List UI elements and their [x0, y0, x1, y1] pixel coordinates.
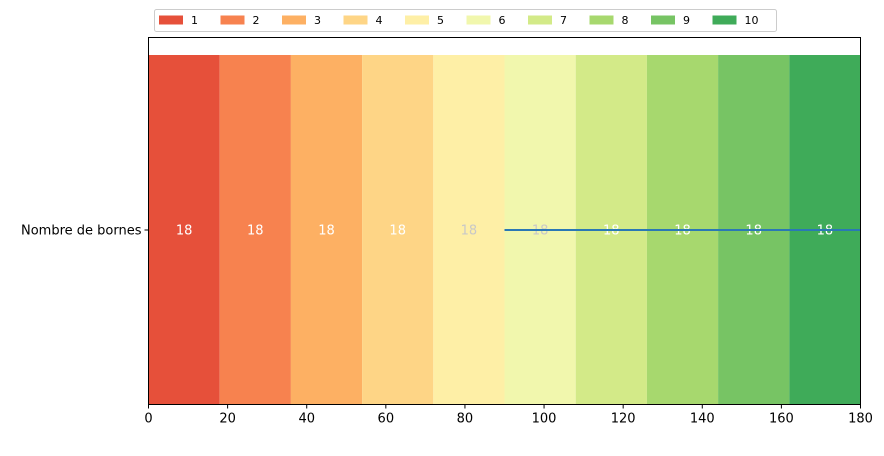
legend-label-6: 6	[499, 14, 506, 27]
legend-label-5: 5	[437, 14, 444, 27]
legend-label-3: 3	[314, 14, 321, 27]
legend-swatch-2	[220, 15, 245, 25]
data-label-4: 18	[389, 224, 406, 239]
bar-segment-4	[362, 55, 434, 404]
plot-frame	[148, 37, 861, 405]
legend: 1 2 3 4 5 6 7 8 9 10	[154, 9, 777, 32]
legend-frame	[154, 9, 777, 32]
legend-swatch-10	[712, 15, 737, 25]
bar-segment-5	[433, 55, 505, 404]
x-tick-label: 60	[378, 412, 395, 427]
legend-swatch-5	[405, 15, 429, 25]
x-axis: 0 20 40 60 80 100 120 140 160 180	[144, 404, 873, 427]
legend-label-2: 2	[253, 14, 260, 27]
data-label-3: 18	[318, 224, 335, 239]
x-tick-label: 140	[690, 412, 715, 427]
legend-swatch-4	[343, 15, 368, 25]
legend-swatch-6	[466, 15, 491, 25]
y-tick-label: Nombre de bornes	[21, 224, 142, 239]
bar-segment-1	[148, 55, 220, 404]
bar-segment-2	[219, 55, 291, 404]
legend-swatch-8	[589, 15, 614, 25]
legend-swatch-3	[282, 15, 306, 25]
legend-swatch-1	[159, 15, 183, 25]
x-tick-label: 80	[457, 412, 474, 427]
x-tick-label: 100	[532, 412, 557, 427]
legend-swatch-9	[651, 15, 675, 25]
bar-segment-3	[290, 55, 363, 404]
legend-label-10: 10	[745, 14, 759, 27]
y-axis: Nombre de bornes	[21, 224, 149, 239]
data-label-1: 18	[176, 224, 193, 239]
x-tick-label: 0	[144, 412, 152, 427]
x-tick-label: 40	[298, 412, 315, 427]
x-tick-label: 180	[848, 412, 873, 427]
data-label-2: 18	[247, 224, 264, 239]
legend-label-7: 7	[560, 14, 567, 27]
x-tick-label: 20	[219, 412, 236, 427]
legend-label-8: 8	[622, 14, 629, 27]
legend-label-1: 1	[191, 14, 198, 27]
legend-label-4: 4	[376, 14, 383, 27]
x-tick-label: 160	[769, 412, 794, 427]
legend-swatch-7	[528, 15, 552, 25]
x-tick-label: 120	[611, 412, 636, 427]
data-label-5: 18	[461, 224, 478, 239]
legend-label-9: 9	[683, 14, 690, 27]
